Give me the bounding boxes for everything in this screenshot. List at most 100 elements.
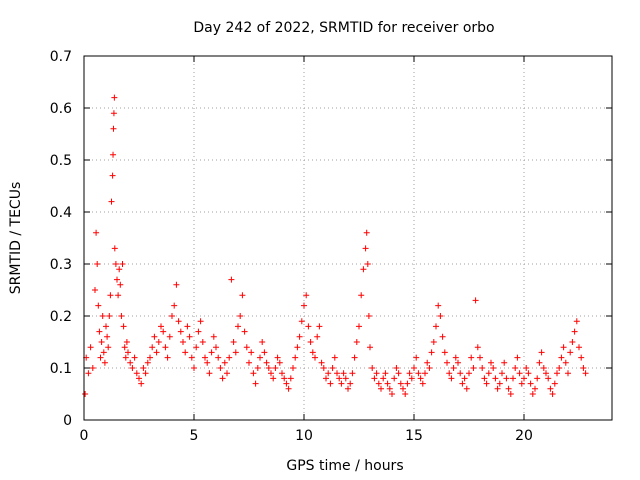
x-tick-label: 0 xyxy=(80,428,89,444)
data-point xyxy=(353,339,360,345)
data-point xyxy=(426,365,433,371)
data-point xyxy=(395,370,402,377)
data-point xyxy=(481,375,488,382)
data-point xyxy=(545,375,552,382)
data-point xyxy=(110,125,117,132)
data-point xyxy=(452,354,459,361)
data-point xyxy=(292,354,299,361)
data-point xyxy=(461,375,468,382)
data-point xyxy=(338,380,345,387)
data-point xyxy=(312,354,318,361)
data-point xyxy=(149,344,156,351)
data-point xyxy=(226,354,233,361)
data-point xyxy=(127,359,134,366)
data-point xyxy=(525,370,532,377)
data-point xyxy=(441,349,448,356)
data-point xyxy=(369,365,376,371)
data-point xyxy=(382,370,389,377)
data-point xyxy=(119,261,126,267)
data-point xyxy=(415,370,422,377)
data-point xyxy=(114,276,120,283)
data-point xyxy=(349,370,356,377)
data-point xyxy=(112,261,119,267)
data-point xyxy=(95,302,102,309)
data-point xyxy=(424,359,431,366)
data-point xyxy=(111,94,118,101)
data-point xyxy=(133,370,140,377)
data-point xyxy=(518,380,525,387)
data-point xyxy=(99,313,106,319)
data-point xyxy=(177,328,184,335)
data-point xyxy=(104,333,111,340)
data-point xyxy=(444,359,450,366)
data-point xyxy=(318,359,325,366)
data-point xyxy=(314,333,321,340)
data-point xyxy=(578,354,585,361)
data-point xyxy=(490,365,497,371)
data-point xyxy=(121,344,128,351)
data-point xyxy=(527,380,534,387)
data-point xyxy=(257,354,263,361)
data-point xyxy=(228,276,235,283)
x-tick-label: 10 xyxy=(295,428,313,444)
data-point xyxy=(347,380,354,387)
data-point xyxy=(470,365,477,371)
data-point xyxy=(446,370,453,377)
data-point xyxy=(345,385,351,392)
data-point xyxy=(567,349,574,356)
data-point xyxy=(195,328,202,335)
data-point xyxy=(389,391,395,397)
data-point xyxy=(402,391,409,397)
data-point xyxy=(510,375,516,382)
data-point xyxy=(516,370,523,377)
data-point xyxy=(413,354,420,361)
data-point xyxy=(274,354,281,361)
data-point xyxy=(164,354,171,361)
data-point xyxy=(197,318,204,325)
data-point xyxy=(514,354,521,361)
data-point xyxy=(384,380,391,387)
data-point xyxy=(110,151,117,158)
data-point xyxy=(554,370,560,377)
data-point xyxy=(582,370,589,377)
data-point xyxy=(115,292,122,299)
data-point xyxy=(215,354,222,361)
data-point xyxy=(254,365,261,371)
data-point xyxy=(562,359,569,366)
data-point xyxy=(323,375,329,382)
data-point xyxy=(391,375,398,382)
data-point xyxy=(576,344,582,351)
data-point xyxy=(433,323,439,330)
data-point xyxy=(294,344,301,351)
data-point xyxy=(466,370,472,377)
data-point xyxy=(191,365,197,371)
data-point xyxy=(241,328,248,335)
data-point xyxy=(356,323,362,330)
data-point xyxy=(305,323,312,330)
data-point xyxy=(287,375,294,382)
data-point xyxy=(131,354,138,361)
data-point xyxy=(439,333,446,340)
data-point xyxy=(558,354,565,361)
data-point xyxy=(342,375,349,382)
chart-title: Day 242 of 2022, SRMTID for receiver orb… xyxy=(193,20,494,36)
data-point xyxy=(380,375,387,382)
data-point xyxy=(360,266,367,273)
data-point xyxy=(87,344,94,351)
data-point xyxy=(129,365,136,371)
data-point xyxy=(107,292,114,299)
data-point xyxy=(153,349,160,356)
y-tick-label: 0.4 xyxy=(50,205,72,221)
data-point xyxy=(281,375,288,382)
y-tick-label: 0.3 xyxy=(50,257,72,273)
data-point xyxy=(571,328,578,335)
data-point xyxy=(85,370,92,377)
data-point xyxy=(309,349,316,356)
data-point xyxy=(101,359,108,366)
data-point xyxy=(483,380,490,387)
data-point xyxy=(259,339,266,345)
data-point xyxy=(166,333,173,340)
data-point xyxy=(246,359,252,366)
data-point xyxy=(499,370,505,377)
data-point xyxy=(210,333,217,340)
